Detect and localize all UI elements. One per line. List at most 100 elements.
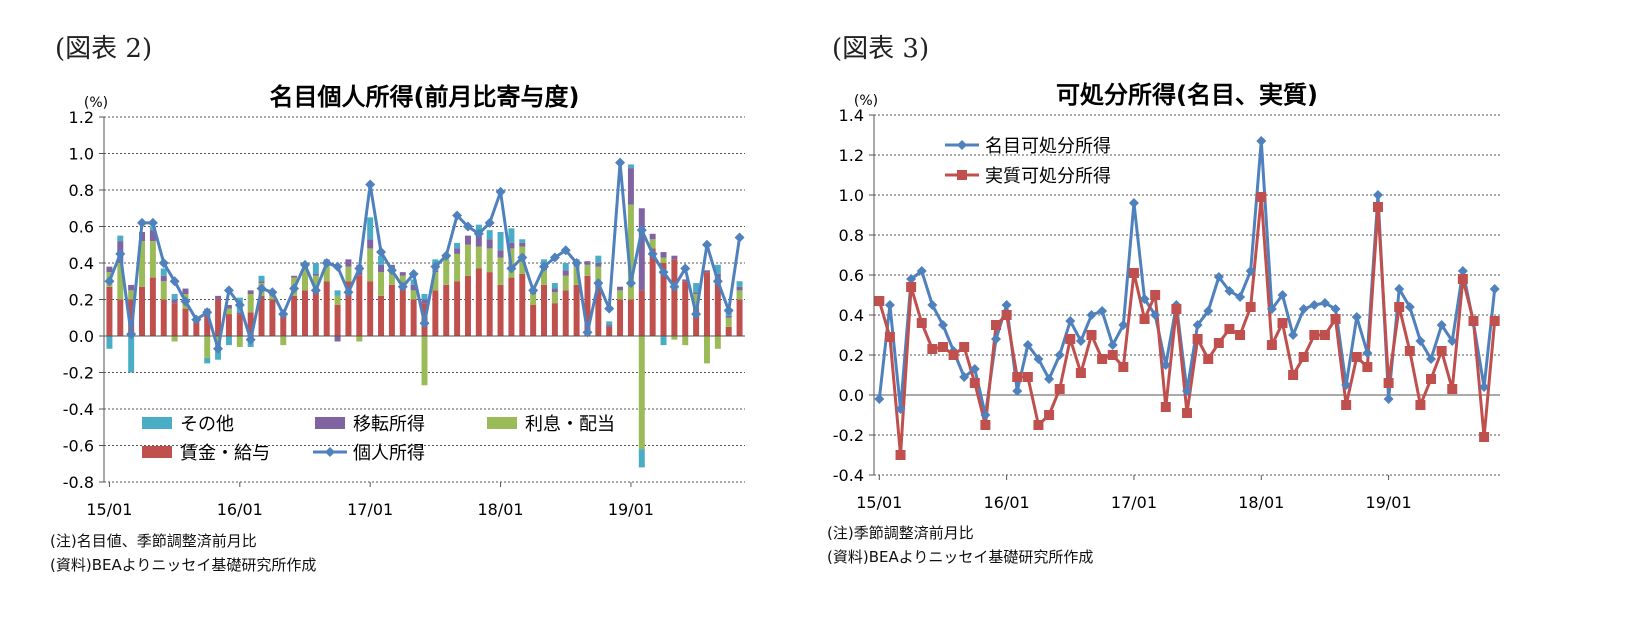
line-point: [1065, 316, 1076, 326]
line-point: [1426, 354, 1437, 364]
bar-wages: [247, 312, 254, 336]
line-point: [1224, 286, 1235, 296]
bar-interest: [378, 272, 385, 296]
bar-wages: [573, 284, 580, 336]
bar-wages: [551, 303, 558, 336]
figure-3-panel: (図表 3) 可処分所得(名目、実質) (%) -0.4 -0.2 0.0 0.2 0.4 0…: [812, 0, 1624, 628]
line-point: [723, 305, 734, 316]
bar-transfer: [736, 286, 743, 291]
y-tick-label: 1.0: [839, 186, 864, 205]
x-tick-label: 18/01: [477, 500, 523, 519]
bar-other: [486, 230, 493, 240]
chart-wages-contribution: 名目個人所得(前月比寄与度) (%) -0.8 -0.6 -0.4 -0.2 0.0 0.2 0…: [63, 83, 745, 519]
bar-interest: [421, 336, 428, 386]
line-point: [1245, 302, 1256, 312]
line-point: [1128, 268, 1139, 278]
line-point: [604, 303, 615, 314]
bar-wages: [334, 304, 341, 336]
bar-interest: [649, 239, 656, 249]
bar-wages: [160, 299, 167, 336]
line-point: [452, 210, 463, 221]
line-point: [906, 274, 917, 284]
bar-transfer: [334, 336, 341, 342]
legend-label: 個人所得: [353, 443, 425, 464]
bar-transfer: [562, 270, 569, 276]
line-point: [959, 372, 970, 382]
line-point: [1160, 402, 1171, 412]
bar-other: [714, 264, 721, 274]
bar-other: [421, 294, 428, 300]
bar-wages: [269, 299, 276, 336]
bar-transfer: [486, 239, 493, 249]
bar-wages: [323, 281, 330, 336]
bar-interest: [551, 292, 558, 304]
bar-interest: [345, 266, 352, 282]
line-point: [895, 404, 906, 414]
line-point: [1479, 432, 1490, 442]
bar-wages: [399, 284, 406, 336]
bar-other: [562, 263, 569, 271]
bar-transfer: [421, 299, 428, 304]
legend-swatch: [487, 417, 517, 429]
bar-wages: [182, 308, 189, 336]
bar-interest: [682, 336, 689, 346]
bar-wages: [703, 272, 710, 336]
bar-other: [117, 235, 124, 242]
line-point: [462, 221, 473, 232]
bar-wages: [486, 272, 493, 336]
bar-wages: [519, 273, 526, 336]
line-point: [1457, 266, 1468, 276]
y-tick-label: -0.4: [63, 400, 94, 419]
bar-interest: [356, 336, 363, 342]
bar-interest: [149, 241, 156, 278]
line-point: [299, 259, 310, 270]
bar-transfer: [182, 288, 189, 295]
bar-wages: [682, 281, 689, 336]
line-point: [528, 285, 539, 296]
line-point: [1351, 352, 1362, 362]
line-point: [1394, 302, 1405, 312]
bar-other: [410, 279, 417, 285]
bar-interest: [703, 336, 710, 364]
y-tick-label: 1.2: [69, 108, 94, 127]
bar-wages: [736, 299, 743, 336]
line-point: [1097, 354, 1108, 364]
line-point: [1372, 202, 1383, 212]
line-point: [1341, 380, 1352, 390]
bar-other: [606, 321, 613, 326]
line-point: [1479, 382, 1490, 392]
bar-interest: [334, 295, 341, 305]
line-point: [980, 420, 991, 430]
bar-transfer: [617, 286, 624, 291]
bar-interest: [714, 336, 721, 349]
bar-interest: [399, 275, 406, 285]
line-point: [1383, 378, 1394, 388]
line-point: [1086, 330, 1097, 340]
figure-label: (図表 2): [55, 34, 153, 64]
line-point: [1033, 354, 1044, 364]
line-point: [701, 239, 712, 250]
line-point: [1436, 320, 1447, 330]
line-point: [267, 287, 278, 298]
bar-wages: [627, 299, 634, 336]
bar-wages: [345, 281, 352, 336]
line-point: [354, 263, 365, 274]
line-point: [408, 268, 419, 279]
legend-label: 利息・配当: [525, 414, 615, 435]
line-point: [1256, 192, 1267, 202]
bar-interest: [410, 290, 417, 300]
line-point: [636, 225, 647, 236]
line-point: [332, 261, 343, 272]
bar-wages: [215, 299, 222, 336]
line-point: [484, 217, 495, 228]
line-point: [1075, 368, 1086, 378]
bar-transfer: [247, 290, 254, 295]
line-point: [289, 283, 300, 294]
line-point: [506, 263, 517, 274]
bar-wages: [106, 286, 113, 336]
line-point: [1266, 304, 1277, 314]
y-tick-label: 1.2: [839, 146, 864, 165]
line-point: [895, 450, 906, 460]
bar-interest: [128, 290, 135, 300]
chart-title: 可処分所得(名目、実質): [1056, 81, 1318, 109]
